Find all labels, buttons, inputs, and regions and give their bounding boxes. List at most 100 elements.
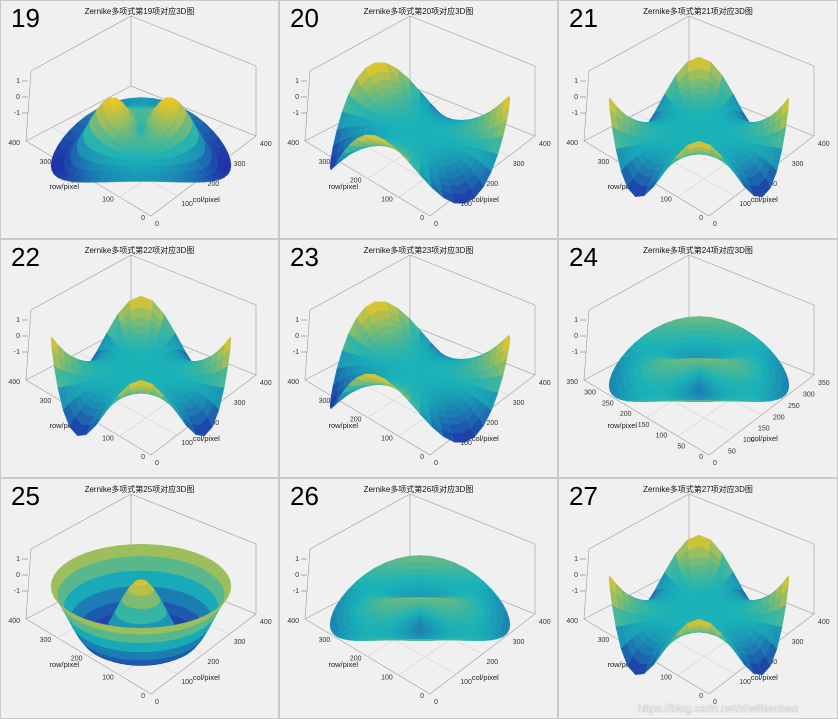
panel-term-24: 1 0 -1 0 50 100 150 200 250 300 350 0 50 100 150 200 250… bbox=[558, 239, 838, 478]
z-tick-label: 0 bbox=[574, 572, 578, 579]
col-tick-label: 100 bbox=[739, 201, 751, 208]
panel-number: 24 bbox=[569, 242, 598, 272]
col-tick-label: 400 bbox=[260, 380, 272, 387]
z-tick-label: 0 bbox=[574, 333, 578, 340]
panel-title: Zernike多项式第25项对应3D图 bbox=[84, 485, 195, 494]
y-axis-label: row/pixel bbox=[328, 660, 358, 669]
col-tick-label: 100 bbox=[743, 437, 755, 444]
y-axis-label: row/pixel bbox=[49, 421, 79, 430]
row-tick-label: 0 bbox=[141, 215, 145, 222]
row-tick-label: 200 bbox=[350, 656, 362, 663]
col-tick-label: 0 bbox=[713, 699, 717, 706]
row-tick-label: 100 bbox=[656, 433, 668, 440]
row-tick-label: 0 bbox=[699, 693, 703, 700]
panel-number: 26 bbox=[290, 481, 319, 511]
surface-mesh bbox=[329, 301, 511, 443]
col-tick-label: 100 bbox=[460, 440, 472, 447]
col-tick-label: 0 bbox=[434, 699, 438, 706]
plot-svg: 10-101002003004000100200300400row/pixelc… bbox=[287, 15, 551, 228]
panel-number: 20 bbox=[290, 3, 319, 33]
panel-term-26: 1 0 -1 0 100 200 300 400 0 100 200 300 400 row/pixel c… bbox=[279, 478, 558, 719]
col-tick-label: 400 bbox=[818, 619, 830, 626]
x-axis-label: col/pixel bbox=[472, 673, 499, 682]
col-tick-label: 0 bbox=[713, 221, 717, 228]
col-tick-label: 200 bbox=[487, 659, 499, 666]
row-tick-label: 50 bbox=[677, 443, 685, 450]
row-tick-label: 0 bbox=[141, 454, 145, 461]
panel-title: Zernike多项式第21项对应3D图 bbox=[643, 7, 753, 16]
z-tick-label: 1 bbox=[16, 317, 20, 324]
panel-title: Zernike多项式第20项对应3D图 bbox=[363, 7, 474, 16]
z-tick-label: -1 bbox=[572, 349, 578, 356]
col-tick-label: 0 bbox=[434, 460, 438, 467]
watermark: https://blog.csdn.net/shelitianbao bbox=[637, 703, 798, 715]
surface-mesh bbox=[329, 555, 511, 642]
z-tick-label: 0 bbox=[16, 333, 20, 340]
col-tick-label: 300 bbox=[792, 161, 804, 168]
panel-term-25: 1 0 -1 0 100 200 300 400 0 100 200 300 400 row/pixel c… bbox=[0, 478, 279, 719]
col-tick-label: 200 bbox=[487, 420, 499, 427]
col-tick-label: 300 bbox=[513, 639, 525, 646]
z-tick-label: 1 bbox=[16, 556, 20, 563]
z-tick-label: 1 bbox=[574, 317, 578, 324]
plot-svg: 10-101002003004000100200300400row/pixelc… bbox=[287, 254, 551, 467]
row-tick-label: 300 bbox=[584, 390, 596, 397]
plot-svg: 10-1050100150200250300350050100150200250… bbox=[566, 254, 830, 467]
plot-svg: 10-101002003004000100200300400row/pixelc… bbox=[566, 493, 830, 706]
col-tick-label: 300 bbox=[234, 400, 246, 407]
col-tick-label: 150 bbox=[758, 426, 770, 433]
plot-svg: 10-101002003004000100200300400row/pixelc… bbox=[287, 493, 551, 706]
panel-title: Zernike多项式第27项对应3D图 bbox=[643, 485, 753, 494]
row-tick-label: 100 bbox=[381, 435, 393, 442]
col-tick-label: 400 bbox=[539, 380, 551, 387]
x-axis-label: col/pixel bbox=[193, 434, 220, 443]
surface-mesh bbox=[329, 62, 511, 204]
x-axis-label: col/pixel bbox=[751, 195, 778, 204]
col-tick-label: 300 bbox=[513, 161, 525, 168]
z-tick-label: 1 bbox=[574, 78, 578, 85]
panel-number: 21 bbox=[569, 3, 598, 33]
row-tick-label: 100 bbox=[102, 435, 114, 442]
row-tick-label: 300 bbox=[319, 637, 331, 644]
y-axis-label: row/pixel bbox=[607, 421, 637, 430]
panel-term-22: 10-101002003004000100200300400row/pixelc… bbox=[0, 239, 279, 478]
row-tick-label: 300 bbox=[40, 637, 52, 644]
panel-title: Zernike多项式第19项对应3D图 bbox=[84, 7, 195, 16]
col-tick-label: 200 bbox=[487, 181, 499, 188]
col-tick-label: 300 bbox=[234, 639, 246, 646]
plot-svg: 10-101002003004000100200300400row/pixelc… bbox=[8, 493, 272, 706]
y-axis-label: row/pixel bbox=[49, 182, 79, 191]
z-tick-label: -1 bbox=[572, 110, 578, 117]
panel-title: Zernike多项式第26项对应3D图 bbox=[363, 485, 474, 494]
panel-number: 22 bbox=[11, 242, 40, 272]
row-tick-label: 350 bbox=[566, 379, 578, 386]
z-tick-label: 0 bbox=[16, 94, 20, 101]
x-axis-label: col/pixel bbox=[193, 673, 220, 682]
row-tick-label: 400 bbox=[8, 140, 20, 147]
panel-title: Zernike多项式第24项对应3D图 bbox=[643, 246, 753, 255]
x-axis-label: col/pixel bbox=[472, 195, 499, 204]
col-tick-label: 350 bbox=[818, 380, 830, 387]
row-tick-label: 300 bbox=[598, 159, 610, 166]
z-tick-label: 1 bbox=[295, 78, 299, 85]
col-tick-label: 200 bbox=[208, 659, 220, 666]
row-tick-label: 300 bbox=[40, 159, 52, 166]
x-axis-label: col/pixel bbox=[751, 434, 778, 443]
z-tick-label: 0 bbox=[295, 572, 299, 579]
z-tick-label: 0 bbox=[295, 94, 299, 101]
surface-mesh bbox=[608, 316, 790, 403]
row-tick-label: 100 bbox=[660, 674, 672, 681]
panel-number: 25 bbox=[11, 481, 40, 511]
panel-term-21: 10-101002003004000100200300400row/pixelc… bbox=[558, 0, 838, 239]
panel-term-23: 1 0 -1 0 100 200 300 400 0 100 200 300 400 row/pixel c… bbox=[279, 239, 558, 478]
row-tick-label: 400 bbox=[566, 618, 578, 625]
col-tick-label: 100 bbox=[739, 679, 751, 686]
panel-title: Zernike多项式第22项对应3D图 bbox=[84, 246, 195, 255]
row-tick-label: 0 bbox=[420, 693, 424, 700]
panel-term-20: 1 0 -1 0 100 200 300 400 0 100 200 300 400 row/pixel c… bbox=[279, 0, 558, 239]
col-tick-label: 0 bbox=[713, 460, 717, 467]
col-tick-label: 400 bbox=[818, 141, 830, 148]
panel-number: 19 bbox=[11, 3, 40, 33]
col-tick-label: 0 bbox=[155, 460, 159, 467]
